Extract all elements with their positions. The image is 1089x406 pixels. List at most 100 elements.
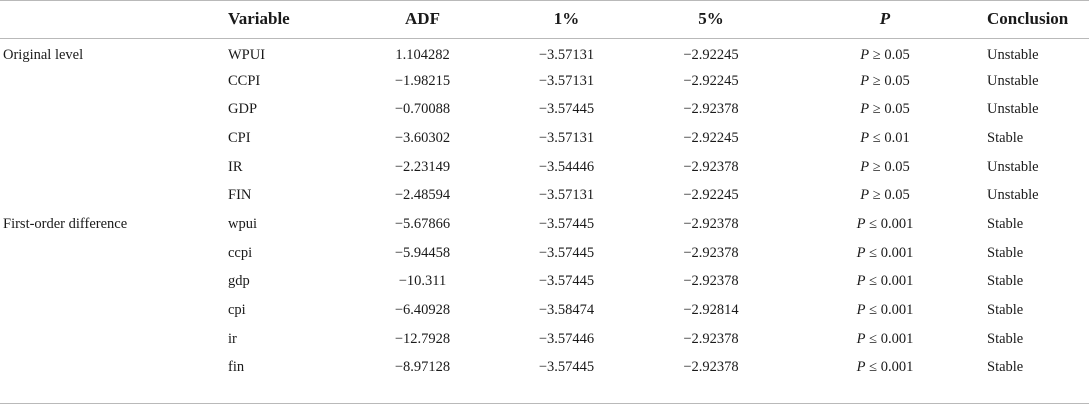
p-symbol: P <box>860 158 870 175</box>
table-row: ccpi −5.94458 −3.57445 −2.92378 P ≤ 0.001 Sta… <box>0 239 1089 268</box>
cell-1pct: −3.57445 <box>538 215 595 232</box>
cell-1pct: −3.57131 <box>538 129 595 146</box>
p-relation: ≥ 0.05 <box>869 101 910 118</box>
p-relation: ≤ 0.001 <box>865 215 914 232</box>
cell-1pct: −3.57131 <box>538 187 595 204</box>
cell-conclusion: Stable <box>987 215 1024 232</box>
cell-p: P ≥ 0.05 <box>784 153 986 182</box>
cell-conclusion: Stable <box>987 244 1024 261</box>
cell-conclusion: Stable <box>987 273 1024 290</box>
header-p: P <box>879 9 891 28</box>
cell-1pct: −3.57131 <box>538 72 595 89</box>
header-5pct: 5% <box>698 9 724 28</box>
cell-variable: IR <box>228 158 243 175</box>
p-relation: ≤ 0.001 <box>865 359 914 376</box>
cell-5pct: −2.92245 <box>683 72 739 89</box>
p-symbol: P <box>856 273 866 290</box>
p-relation: ≤ 0.001 <box>865 302 914 319</box>
p-symbol: P <box>860 72 870 89</box>
cell-adf: −5.67866 <box>394 215 451 232</box>
p-symbol: P <box>856 302 866 319</box>
table-row: First-order difference wpui −5.67866 −3.574… <box>0 210 1089 239</box>
table-row: gdp −10.311 −3.57445 −2.92378 P ≤ 0.001 Stabl… <box>0 268 1089 297</box>
table-row: CPI −3.60302 −3.57131 −2.92245 P ≤ 0.01 Stabl… <box>0 124 1089 153</box>
table-body: Original level WPUI 1.104282 −3.57131 −2.922… <box>0 38 1089 382</box>
cell-5pct: −2.92245 <box>683 46 739 63</box>
cell-5pct: −2.92245 <box>683 187 739 204</box>
cell-group <box>0 296 224 325</box>
p-symbol: P <box>856 359 866 376</box>
cell-variable: ccpi <box>228 244 253 261</box>
p-relation: ≤ 0.001 <box>865 330 914 347</box>
cell-5pct: −2.92814 <box>683 302 739 319</box>
cell-5pct: −2.92378 <box>683 359 739 376</box>
cell-1pct: −3.58474 <box>538 302 595 319</box>
p-relation: ≥ 0.05 <box>869 46 910 63</box>
cell-p: P ≤ 0.001 <box>784 210 986 239</box>
cell-5pct: −2.92378 <box>683 215 739 232</box>
p-symbol: P <box>860 187 870 204</box>
cell-conclusion: Unstable <box>987 101 1039 118</box>
p-relation: ≤ 0.001 <box>865 273 914 290</box>
cell-adf: −8.97128 <box>394 359 451 376</box>
cell-conclusion: Unstable <box>987 158 1039 175</box>
cell-conclusion: Stable <box>987 129 1024 146</box>
cell-1pct: −3.57131 <box>538 46 595 63</box>
cell-conclusion: Unstable <box>987 187 1039 204</box>
cell-group <box>0 67 224 96</box>
cell-group <box>0 181 224 210</box>
cell-conclusion: Stable <box>987 359 1024 376</box>
p-symbol: P <box>856 330 866 347</box>
cell-adf: −1.98215 <box>394 72 451 89</box>
cell-adf: −2.48594 <box>394 187 451 204</box>
cell-variable: fin <box>228 359 245 376</box>
cell-p: P ≥ 0.05 <box>784 95 986 124</box>
cell-p: P ≤ 0.001 <box>784 325 986 354</box>
cell-group <box>0 95 224 124</box>
p-relation: ≤ 0.01 <box>869 129 910 146</box>
cell-adf: −0.70088 <box>394 101 451 118</box>
table-row: cpi −6.40928 −3.58474 −2.92814 P ≤ 0.001 Stab… <box>0 296 1089 325</box>
cell-adf: −2.23149 <box>394 158 451 175</box>
header-conclusion: Conclusion <box>987 9 1069 28</box>
header-row: Variable ADF 1% 5% P Conclusion <box>0 0 1089 38</box>
cell-variable: gdp <box>228 273 250 290</box>
cell-p: P ≤ 0.001 <box>784 239 986 268</box>
cell-conclusion: Unstable <box>987 46 1039 63</box>
cell-group <box>0 354 224 383</box>
cell-p: P ≥ 0.05 <box>784 181 986 210</box>
cell-variable: FIN <box>228 187 252 204</box>
table-row: ir −12.7928 −3.57446 −2.92378 P ≤ 0.001 Stabl… <box>0 325 1089 354</box>
cell-variable: cpi <box>228 302 246 319</box>
cell-conclusion: Unstable <box>987 72 1039 89</box>
table-row: FIN −2.48594 −3.57131 −2.92245 P ≥ 0.05 Unsta… <box>0 181 1089 210</box>
table-bottom-rule <box>0 403 1089 404</box>
cell-p: P ≥ 0.05 <box>784 38 986 67</box>
cell-group: First-order difference <box>3 215 128 232</box>
cell-p: P ≤ 0.001 <box>784 354 986 383</box>
table-row: CCPI −1.98215 −3.57131 −2.92245 P ≥ 0.05 Unst… <box>0 67 1089 96</box>
cell-adf: −5.94458 <box>394 244 451 261</box>
p-relation: ≥ 0.05 <box>869 72 910 89</box>
cell-p: P ≥ 0.05 <box>784 67 986 96</box>
cell-1pct: −3.57446 <box>538 330 595 347</box>
cell-group <box>0 153 224 182</box>
cell-group <box>0 325 224 354</box>
cell-1pct: −3.57445 <box>538 101 595 118</box>
cell-p: P ≤ 0.001 <box>784 268 986 297</box>
cell-1pct: −3.57445 <box>538 273 595 290</box>
cell-variable: GDP <box>228 101 258 118</box>
cell-variable: ir <box>228 330 237 347</box>
cell-group <box>0 268 224 297</box>
p-symbol: P <box>856 215 866 232</box>
table-top-rule <box>0 0 1089 1</box>
p-symbol: P <box>860 129 870 146</box>
p-symbol: P <box>860 101 870 118</box>
header-adf: ADF <box>405 9 440 28</box>
p-symbol: P <box>860 46 870 63</box>
table-row: Original level WPUI 1.104282 −3.57131 −2.922… <box>0 38 1089 67</box>
cell-variable: wpui <box>228 215 257 232</box>
cell-adf: 1.104282 <box>395 46 450 63</box>
table-row: GDP −0.70088 −3.57445 −2.92378 P ≥ 0.05 Unsta… <box>0 95 1089 124</box>
cell-variable: CCPI <box>228 72 261 89</box>
